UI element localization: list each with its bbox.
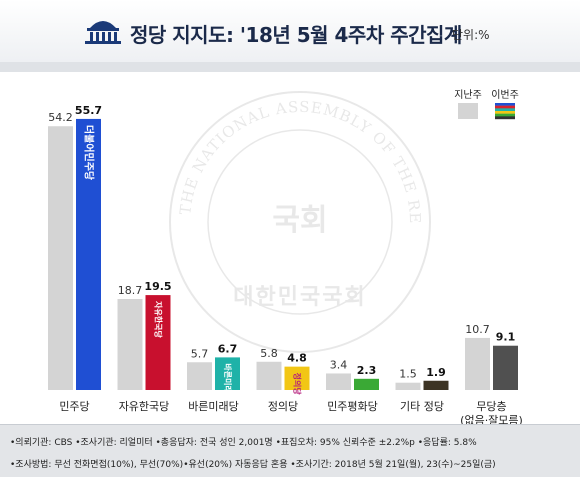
legend-color-2 bbox=[495, 108, 515, 112]
legend-last-week-label: 지난주 bbox=[454, 89, 482, 101]
bar-last-week-2 bbox=[187, 362, 212, 390]
value-label-this-week-1: 19.5 bbox=[144, 280, 171, 293]
bar-chart: THE NATIONAL ASSEMBLY OF THE REPUBLIC OF… bbox=[0, 72, 523, 424]
value-label-last-week-4: 3.4 bbox=[330, 358, 348, 371]
seal-center-text: 국회 bbox=[272, 203, 327, 238]
bar-logo-text-2: 바른미래당 bbox=[223, 363, 233, 400]
survey-info-line: •의뢰기관: CBS •조사기관: 리얼미터 •총응답자: 전국 성인 2,00… bbox=[10, 438, 477, 448]
legend-last-week-swatch bbox=[458, 103, 478, 119]
legend-this-week-label: 이번주 bbox=[491, 89, 519, 101]
seal-bottom-text: 대한민국국회 bbox=[233, 285, 366, 310]
value-label-this-week-6: 9.1 bbox=[496, 331, 516, 344]
legend-color-4 bbox=[495, 113, 515, 117]
bar-logo-text-1: 자유한국당 bbox=[154, 301, 164, 338]
bar-last-week-3 bbox=[256, 361, 282, 390]
category-label-6: 무당층 bbox=[476, 400, 506, 413]
value-label-last-week-1: 18.7 bbox=[118, 284, 143, 297]
value-label-this-week-3: 4.8 bbox=[287, 352, 307, 365]
category-label-1: 자유한국당 bbox=[119, 400, 170, 413]
value-label-this-week-2: 6.7 bbox=[218, 342, 238, 355]
value-label-last-week-3: 5.8 bbox=[260, 347, 278, 360]
bar-last-week-1 bbox=[117, 298, 143, 390]
value-label-last-week-2: 5.7 bbox=[191, 347, 209, 360]
chart-title: 정당 지지도: '18년 5월 4주차 주간집계 bbox=[130, 23, 462, 47]
bar-last-week-0 bbox=[48, 126, 73, 390]
category-label-3: 정의당 bbox=[268, 400, 298, 413]
legend-color-3 bbox=[495, 111, 515, 114]
value-label-this-week-5: 1.9 bbox=[426, 366, 446, 379]
legend-color-5 bbox=[495, 116, 515, 120]
legend: 지난주 이번주 bbox=[454, 89, 519, 120]
bar-last-week-6 bbox=[465, 337, 490, 390]
category-note-6: (없음·잘모름) bbox=[460, 414, 523, 424]
legend-color-0 bbox=[495, 103, 515, 106]
bar-this-week-0 bbox=[76, 118, 101, 390]
bar-logo-text-3: 정의당 bbox=[293, 373, 303, 396]
category-label-4: 민주평화당 bbox=[327, 400, 378, 413]
bar-logo-text-0: 더불어민주당 bbox=[83, 125, 96, 181]
survey-method-line: •조사방법: 무선 전화면접(10%), 무선(70%)•유선(20%) 자동응… bbox=[10, 460, 496, 470]
header-bar: 정당 지지도: '18년 5월 4주차 주간집계 단위:% bbox=[0, 0, 580, 63]
value-label-last-week-6: 10.7 bbox=[465, 323, 490, 336]
value-label-this-week-4: 2.3 bbox=[357, 364, 377, 377]
category-label-5: 기타 정당 bbox=[400, 400, 444, 413]
legend-color-1 bbox=[495, 105, 515, 109]
bar-this-week-5 bbox=[423, 380, 449, 390]
bar-this-week-2 bbox=[215, 357, 240, 390]
header-divider bbox=[0, 62, 580, 72]
footer-notes: •의뢰기관: CBS •조사기관: 리얼미터 •총응답자: 전국 성인 2,00… bbox=[0, 424, 580, 477]
seal-inner-ring bbox=[207, 129, 393, 315]
category-label-0: 민주당 bbox=[59, 400, 89, 413]
bar-last-week-4 bbox=[326, 373, 351, 390]
bar-this-week-6 bbox=[493, 345, 518, 390]
national-assembly-icon bbox=[85, 21, 121, 44]
value-label-last-week-5: 1.5 bbox=[399, 368, 417, 381]
legend-this-week-swatch bbox=[495, 103, 515, 120]
value-label-this-week-0: 55.7 bbox=[75, 104, 102, 117]
seal-outer-ring bbox=[169, 91, 431, 353]
bar-this-week-4 bbox=[354, 378, 379, 390]
unit-label: 단위:% bbox=[452, 28, 490, 42]
bar-this-week-1 bbox=[145, 295, 171, 390]
bar-this-week-3 bbox=[284, 366, 310, 390]
bar-last-week-5 bbox=[395, 382, 421, 390]
category-label-2: 바른미래당 bbox=[188, 400, 239, 413]
value-label-last-week-0: 54.2 bbox=[48, 111, 73, 124]
